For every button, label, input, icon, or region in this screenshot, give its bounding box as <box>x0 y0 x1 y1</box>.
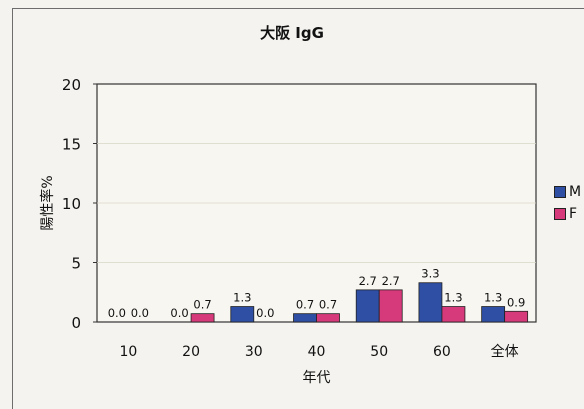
data-label: 0.9 <box>507 295 525 309</box>
legend-item-f: F <box>554 203 581 225</box>
y-tick-label: 5 <box>71 255 81 273</box>
data-label: 0.0 <box>256 306 274 320</box>
legend-label-f: F <box>569 206 578 222</box>
x-tick-label: 全体 <box>491 343 519 360</box>
x-tick-label: 40 <box>308 344 326 360</box>
x-tick-label: 30 <box>245 344 263 360</box>
data-label: 0.7 <box>193 298 211 312</box>
data-label: 0.7 <box>296 298 314 312</box>
y-axis-label: 陽性率% <box>39 175 56 230</box>
bar-f-5 <box>441 306 466 323</box>
bar-f-1 <box>190 313 215 323</box>
y-tick-label: 0 <box>71 314 81 332</box>
legend-label-m: M <box>569 184 582 200</box>
data-label: 3.3 <box>421 267 439 281</box>
chart-frame <box>12 8 584 409</box>
chart-title: 大阪 IgG <box>260 24 324 42</box>
data-label: 2.7 <box>382 274 400 288</box>
data-label: 0.0 <box>131 306 149 320</box>
bar-f-6 <box>504 310 529 323</box>
bar-m-6 <box>481 306 506 323</box>
y-tick-label: 10 <box>62 195 81 213</box>
data-label: 1.3 <box>484 291 502 305</box>
bar-f-4 <box>378 289 403 323</box>
legend-swatch-m <box>554 186 566 198</box>
data-label: 0.0 <box>108 306 126 320</box>
bar-chart: 0 5 10 15 20 陽性率% 10 0.0 0.0 20 0.0 0.7 30 1.3 0.0 40 0.… <box>39 76 537 386</box>
y-tick-label: 15 <box>62 136 81 154</box>
x-axis-label: 年代 <box>303 370 331 386</box>
x-tick-label: 20 <box>182 344 200 360</box>
bar-m-2 <box>230 306 255 323</box>
data-label: 0.7 <box>319 298 337 312</box>
bar-m-5 <box>418 282 443 323</box>
legend-item-m: M <box>554 181 581 203</box>
bar-f-3 <box>316 313 340 323</box>
data-label: 1.3 <box>233 291 251 305</box>
x-tick-label: 50 <box>370 344 388 360</box>
chart-legend: M F <box>554 181 581 225</box>
data-label: 1.3 <box>444 291 462 305</box>
data-label: 0.0 <box>170 306 188 320</box>
x-tick-label: 10 <box>119 344 137 360</box>
y-tick-label: 20 <box>62 76 81 94</box>
bar-m-3 <box>293 313 317 323</box>
data-label: 2.7 <box>359 274 377 288</box>
x-tick-label: 60 <box>433 344 451 360</box>
legend-swatch-f <box>554 208 566 220</box>
bar-m-4 <box>355 289 380 323</box>
